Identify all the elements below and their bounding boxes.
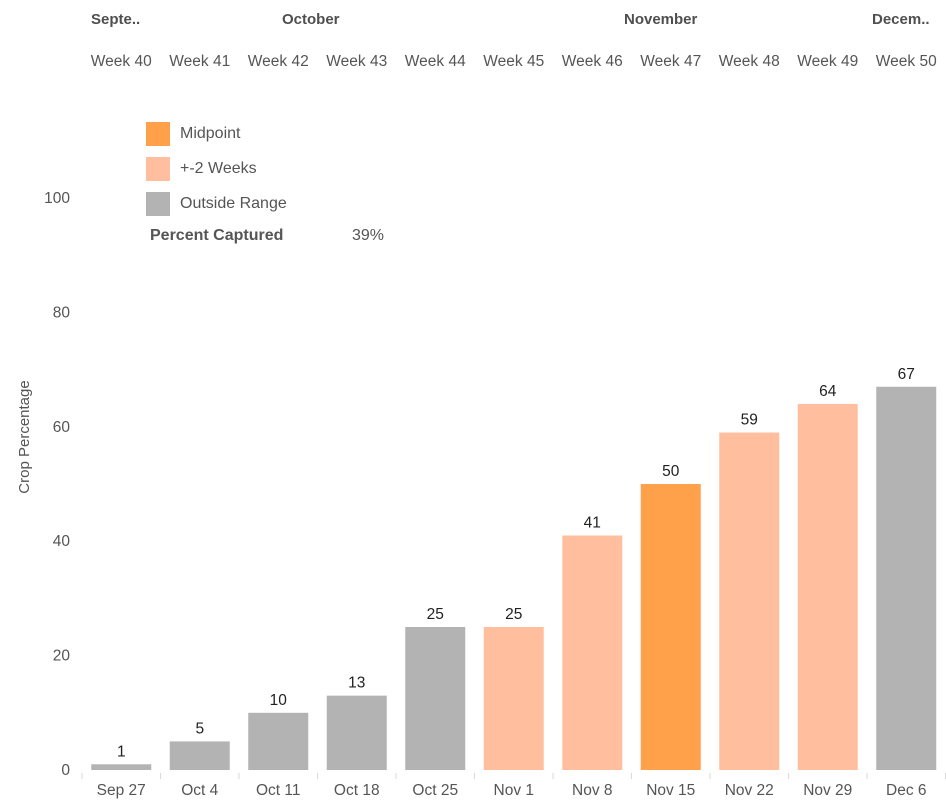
bar-value-label: 41 xyxy=(584,514,601,531)
bar-value-label: 59 xyxy=(741,412,758,429)
bar-value-label: 1 xyxy=(117,743,126,760)
month-label: Septe.. xyxy=(91,11,141,28)
x-tick-label: Nov 15 xyxy=(646,782,695,799)
bar-value-label: 64 xyxy=(819,383,837,400)
y-tick-label: 80 xyxy=(53,304,71,321)
legend-item: +-2 Weeks xyxy=(146,151,287,186)
week-label: Week 44 xyxy=(404,53,466,70)
bar xyxy=(326,695,387,770)
y-tick-label: 0 xyxy=(61,762,70,779)
bar xyxy=(248,712,309,770)
bar xyxy=(562,535,623,770)
percent-captured-label: Percent Captured xyxy=(150,227,284,244)
x-tick-label: Nov 29 xyxy=(803,782,852,799)
bar xyxy=(169,741,230,770)
y-tick-label: 100 xyxy=(44,190,70,207)
bar-value-label: 10 xyxy=(270,692,288,709)
bar xyxy=(876,386,937,770)
week-label: Week 40 xyxy=(90,53,152,70)
bar xyxy=(640,484,701,770)
week-label: Week 43 xyxy=(326,53,388,70)
x-tick-label: Dec 6 xyxy=(886,782,927,799)
bar-value-label: 25 xyxy=(505,606,522,623)
legend-label: Midpoint xyxy=(180,124,241,142)
legend: Midpoint +-2 Weeks Outside Range xyxy=(146,116,287,221)
week-header-row: Week 40 Week 41 Week 42 Week 43 Week 44 Week … xyxy=(82,53,946,71)
week-label: Week 45 xyxy=(483,53,545,70)
x-tick-label: Oct 11 xyxy=(256,782,301,799)
week-label: Week 41 xyxy=(169,53,231,70)
week-label: Week 42 xyxy=(247,53,309,70)
week-label: Week 49 xyxy=(797,53,859,70)
x-tick-label: Nov 1 xyxy=(494,782,535,799)
legend-swatch xyxy=(146,191,170,216)
bar-value-label: 50 xyxy=(662,463,680,480)
x-tick-label: Nov 8 xyxy=(572,782,613,799)
week-label: Week 48 xyxy=(718,53,780,70)
y-tick-label: 60 xyxy=(53,419,71,436)
legend-label: +-2 Weeks xyxy=(180,159,257,177)
legend-swatch xyxy=(146,156,170,181)
month-label: November xyxy=(624,11,698,28)
bar-value-label: 25 xyxy=(427,606,444,623)
y-tick-label: 20 xyxy=(53,648,71,665)
x-tick-label: Oct 25 xyxy=(412,782,458,799)
x-tick-label: Sep 27 xyxy=(97,782,146,799)
bar-value-label: 67 xyxy=(898,366,915,383)
y-tick-label: 40 xyxy=(53,533,71,550)
month-label: Decem.. xyxy=(872,11,930,28)
legend-swatch xyxy=(146,121,170,146)
bar xyxy=(483,627,544,770)
x-tick-label: Nov 22 xyxy=(725,782,774,799)
bar xyxy=(91,764,152,770)
bar xyxy=(719,432,780,770)
month-label: October xyxy=(282,11,340,28)
x-tick-label: Oct 18 xyxy=(334,782,380,799)
legend-label: Outside Range xyxy=(180,194,287,212)
bar-value-label: 13 xyxy=(348,675,365,692)
week-label: Week 50 xyxy=(875,53,937,70)
x-tick-label: Oct 4 xyxy=(181,782,218,799)
bar-value-label: 5 xyxy=(195,720,204,737)
week-label: Week 46 xyxy=(561,53,623,70)
percent-captured-value: 39% xyxy=(352,227,385,244)
bar xyxy=(797,403,858,770)
y-axis-title: Crop Percentage xyxy=(16,380,33,493)
week-label: Week 47 xyxy=(640,53,702,70)
percent-captured: Percent Captured 39% xyxy=(150,227,384,245)
legend-item: Midpoint xyxy=(146,116,287,151)
bar xyxy=(405,627,466,770)
legend-item: Outside Range xyxy=(146,186,287,221)
